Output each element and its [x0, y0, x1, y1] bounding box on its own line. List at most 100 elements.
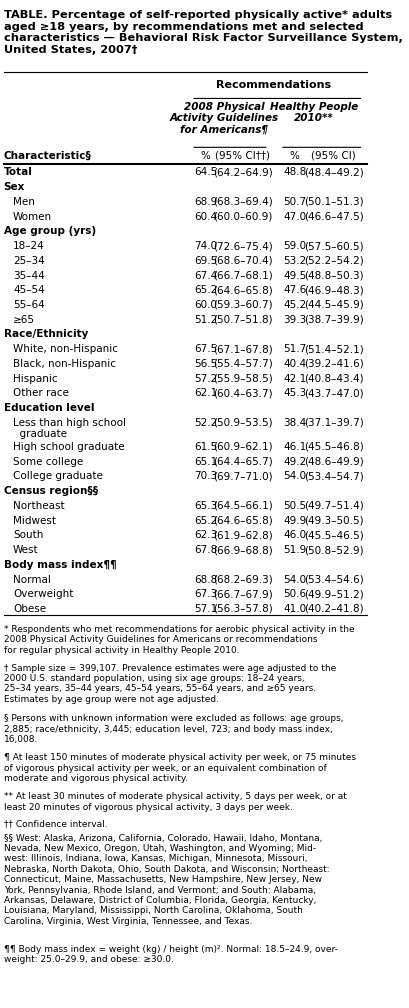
- Text: 18–24: 18–24: [13, 241, 45, 251]
- Text: (67.1–67.8): (67.1–67.8): [213, 344, 273, 354]
- Text: (37.1–39.7): (37.1–39.7): [304, 418, 364, 427]
- Text: 74.0: 74.0: [194, 241, 217, 251]
- Text: 41.0: 41.0: [283, 604, 306, 614]
- Text: * Respondents who met recommendations for aerobic physical activity in the
2008 : * Respondents who met recommendations fo…: [4, 625, 354, 654]
- Text: ** At least 30 minutes of moderate physical activity, 5 days per week, or at
lea: ** At least 30 minutes of moderate physi…: [4, 792, 346, 811]
- Text: 48.8: 48.8: [283, 167, 306, 177]
- Text: (68.3–69.4): (68.3–69.4): [213, 197, 273, 207]
- Text: (50.8–52.9): (50.8–52.9): [304, 545, 364, 555]
- Text: 69.5: 69.5: [194, 256, 218, 266]
- Text: Recommendations: Recommendations: [216, 80, 331, 90]
- Text: (59.3–60.7): (59.3–60.7): [213, 300, 273, 310]
- Text: 70.3: 70.3: [194, 472, 217, 482]
- Text: %: %: [290, 150, 300, 160]
- Text: 50.7: 50.7: [283, 197, 306, 207]
- Text: West: West: [13, 545, 38, 555]
- Text: 68.9: 68.9: [194, 197, 218, 207]
- Text: TABLE. Percentage of self-reported physically active* adults aged ≥18 years, by : TABLE. Percentage of self-reported physi…: [4, 10, 402, 54]
- Text: † Sample size = 399,107. Prevalence estimates were age adjusted to the
2000 U.S.: † Sample size = 399,107. Prevalence esti…: [4, 663, 336, 704]
- Text: 54.0: 54.0: [283, 575, 306, 585]
- Text: Hispanic: Hispanic: [13, 374, 58, 384]
- Text: 62.3: 62.3: [194, 530, 218, 540]
- Text: 42.1: 42.1: [283, 374, 306, 384]
- Text: (56.3–57.8): (56.3–57.8): [213, 604, 273, 614]
- Text: (49.3–50.5): (49.3–50.5): [304, 515, 364, 525]
- Text: 60.0: 60.0: [194, 300, 217, 310]
- Text: Men: Men: [13, 197, 35, 207]
- Text: (64.4–65.7): (64.4–65.7): [213, 457, 273, 467]
- Text: Education level: Education level: [4, 403, 94, 413]
- Text: 67.3: 67.3: [194, 590, 218, 599]
- Text: 46.1: 46.1: [283, 442, 306, 452]
- Text: (44.5–45.9): (44.5–45.9): [304, 300, 364, 310]
- Text: (40.8–43.4): (40.8–43.4): [304, 374, 364, 384]
- Text: Healthy People
2010**: Healthy People 2010**: [270, 102, 358, 123]
- Text: (50.7–51.8): (50.7–51.8): [213, 314, 273, 325]
- Text: College graduate: College graduate: [13, 472, 103, 482]
- Text: 64.5: 64.5: [194, 167, 218, 177]
- Text: White, non-Hispanic: White, non-Hispanic: [13, 344, 118, 354]
- Text: (60.4–63.7): (60.4–63.7): [213, 388, 273, 398]
- Text: 65.3: 65.3: [194, 501, 218, 511]
- Text: (53.4–54.6): (53.4–54.6): [304, 575, 364, 585]
- Text: Normal: Normal: [13, 575, 51, 585]
- Text: (45.5–46.5): (45.5–46.5): [304, 530, 364, 540]
- Text: 51.7: 51.7: [283, 344, 306, 354]
- Text: Obese: Obese: [13, 604, 46, 614]
- Text: (66.9–68.8): (66.9–68.8): [213, 545, 273, 555]
- Text: 62.1: 62.1: [194, 388, 218, 398]
- Text: Sex: Sex: [4, 182, 25, 193]
- Text: Midwest: Midwest: [13, 515, 56, 525]
- Text: 47.0: 47.0: [283, 212, 306, 222]
- Text: (64.2–64.9): (64.2–64.9): [213, 167, 273, 177]
- Text: Overweight: Overweight: [13, 590, 73, 599]
- Text: 67.5: 67.5: [194, 344, 218, 354]
- Text: (68.6–70.4): (68.6–70.4): [213, 256, 273, 266]
- Text: (40.2–41.8): (40.2–41.8): [304, 604, 364, 614]
- Text: Some college: Some college: [13, 457, 83, 467]
- Text: (52.2–54.2): (52.2–54.2): [304, 256, 364, 266]
- Text: 53.2: 53.2: [283, 256, 306, 266]
- Text: 49.9: 49.9: [283, 515, 306, 525]
- Text: 55–64: 55–64: [13, 300, 45, 310]
- Text: 25–34: 25–34: [13, 256, 45, 266]
- Text: Body mass index¶¶: Body mass index¶¶: [4, 559, 116, 570]
- Text: 45.3: 45.3: [283, 388, 306, 398]
- Text: 46.0: 46.0: [283, 530, 306, 540]
- Text: (64.6–65.8): (64.6–65.8): [213, 515, 273, 525]
- Text: 35–44: 35–44: [13, 270, 45, 280]
- Text: 65.2: 65.2: [194, 515, 218, 525]
- Text: †† Confidence interval.: †† Confidence interval.: [4, 818, 107, 828]
- Text: 47.6: 47.6: [283, 285, 306, 295]
- Text: %: %: [201, 150, 211, 160]
- Text: (50.9–53.5): (50.9–53.5): [213, 418, 273, 427]
- Text: 67.8: 67.8: [194, 545, 218, 555]
- Text: (45.5–46.8): (45.5–46.8): [304, 442, 364, 452]
- Text: Age group (yrs): Age group (yrs): [4, 227, 96, 236]
- Text: (68.2–69.3): (68.2–69.3): [213, 575, 273, 585]
- Text: 50.6: 50.6: [283, 590, 306, 599]
- Text: (50.1–51.3): (50.1–51.3): [304, 197, 364, 207]
- Text: South: South: [13, 530, 43, 540]
- Text: Northeast: Northeast: [13, 501, 65, 511]
- Text: 60.4: 60.4: [194, 212, 217, 222]
- Text: 51.2: 51.2: [194, 314, 218, 325]
- Text: ≥65: ≥65: [13, 314, 35, 325]
- Text: (55.4–57.7): (55.4–57.7): [213, 359, 273, 369]
- Text: 40.4: 40.4: [283, 359, 306, 369]
- Text: (64.5–66.1): (64.5–66.1): [213, 501, 273, 511]
- Text: Census region§§: Census region§§: [4, 486, 98, 496]
- Text: (46.6–47.5): (46.6–47.5): [304, 212, 364, 222]
- Text: 59.0: 59.0: [283, 241, 306, 251]
- Text: 38.4: 38.4: [283, 418, 306, 427]
- Text: (69.7–71.0): (69.7–71.0): [213, 472, 273, 482]
- Text: 61.5: 61.5: [194, 442, 218, 452]
- Text: 49.5: 49.5: [283, 270, 306, 280]
- Text: ¶ At least 150 minutes of moderate physical activity per week, or 75 minutes
of : ¶ At least 150 minutes of moderate physi…: [4, 753, 356, 783]
- Text: § Persons with unknown information were excluded as follows: age groups,
2,885; : § Persons with unknown information were …: [4, 715, 343, 744]
- Text: (38.7–39.9): (38.7–39.9): [304, 314, 364, 325]
- Text: (49.7–51.4): (49.7–51.4): [304, 501, 364, 511]
- Text: 57.1: 57.1: [194, 604, 218, 614]
- Text: Characteristic§: Characteristic§: [4, 150, 92, 160]
- Text: (64.6–65.8): (64.6–65.8): [213, 285, 273, 295]
